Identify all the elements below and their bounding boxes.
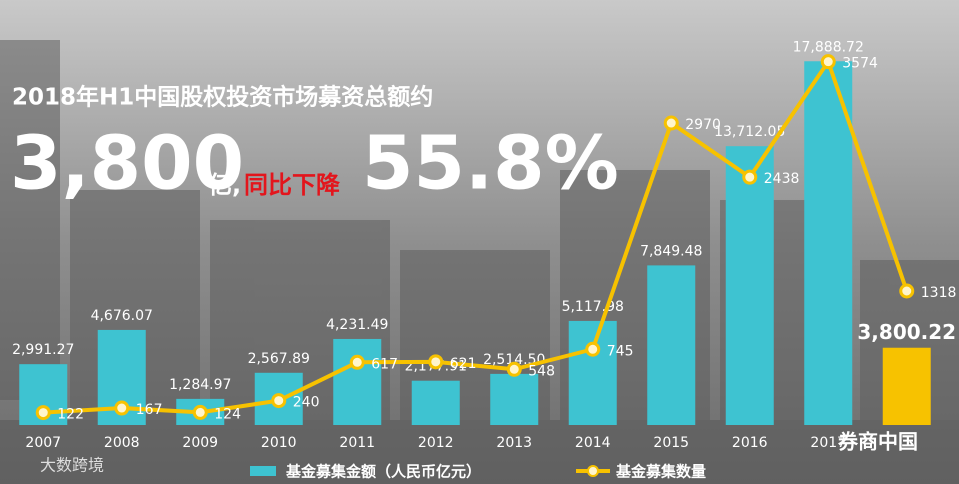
legend-label: 基金募集金额（人民币亿元）: [285, 463, 481, 481]
line-value-label: 1318: [921, 285, 957, 301]
line-point: [585, 341, 601, 357]
line-point: [349, 354, 365, 370]
bar: [490, 373, 539, 425]
bar-value-label: 5,117.98: [562, 299, 624, 315]
x-tick-label: 2007: [25, 435, 61, 451]
x-tick-label: 2012: [418, 435, 454, 451]
x-tick-label: 2017: [810, 435, 846, 451]
bar-value-label: 4,676.07: [91, 308, 153, 324]
line-value-label: 240: [293, 395, 320, 411]
headline-unit: 亿,: [208, 171, 241, 199]
x-tick-label: 2009: [182, 435, 218, 451]
line-point: [192, 404, 208, 420]
headline-value: 3,800: [10, 121, 244, 207]
bar: [804, 61, 853, 425]
ground: [0, 420, 959, 484]
line-point: [271, 393, 287, 409]
bar-value-label: 17,888.72: [793, 39, 864, 55]
line-value-label: 621: [450, 356, 477, 372]
line-point: [428, 354, 444, 370]
bar-value-label: 1,284.97: [169, 377, 231, 393]
x-tick-label: 2016: [732, 435, 768, 451]
bar: [411, 380, 460, 425]
line-point: [820, 54, 836, 70]
line-value-label: 167: [136, 402, 163, 418]
line-value-label: 548: [528, 363, 555, 379]
line-point: [899, 283, 915, 299]
line-point: [114, 400, 130, 416]
x-tick-label: 2010: [261, 435, 297, 451]
legend-label: 基金募集数量: [615, 463, 706, 481]
line-point: [35, 405, 51, 421]
bar: [333, 338, 382, 425]
bar-value-label: 2,991.27: [12, 342, 74, 358]
bar: [647, 265, 696, 425]
watermark: 券商中国: [837, 430, 918, 454]
line-value-label: 122: [57, 407, 84, 423]
bar-value-label: 7,849.48: [640, 243, 702, 259]
x-tick-label: 2008: [104, 435, 140, 451]
line-point: [742, 169, 758, 185]
x-tick-label: 2014: [575, 435, 611, 451]
bar: [882, 347, 931, 425]
bar-value-label: 2,567.89: [248, 351, 310, 367]
x-tick-label: 2015: [653, 435, 689, 451]
watermark: 大数跨境: [40, 456, 104, 475]
bar-value-label: 4,231.49: [326, 317, 388, 333]
bar-value-label: 13,712.05: [714, 124, 785, 140]
bar: [568, 320, 617, 425]
line-point: [663, 115, 679, 131]
x-tick-label: 2013: [496, 435, 532, 451]
bar: [725, 146, 774, 425]
line-value-label: 745: [607, 343, 634, 359]
line-value-label: 2438: [764, 171, 800, 187]
line-value-label: 124: [214, 406, 241, 422]
chart-title: 2018年H1中国股权投资市场募资总额约: [12, 84, 433, 111]
line: [43, 57, 909, 415]
headline-change-label: 同比下降: [244, 171, 341, 199]
x-tick-label: 2011: [339, 435, 375, 451]
line-point: [506, 361, 522, 377]
line-value-label: 617: [371, 356, 398, 372]
legend-swatch: [250, 466, 276, 476]
bar-value-label: 3,800.22: [857, 320, 956, 344]
line-value-label: 2970: [685, 117, 721, 133]
legend-swatch: [587, 465, 599, 477]
line-value-label: 3574: [842, 56, 878, 72]
headline-change: 55.8%: [362, 121, 619, 207]
